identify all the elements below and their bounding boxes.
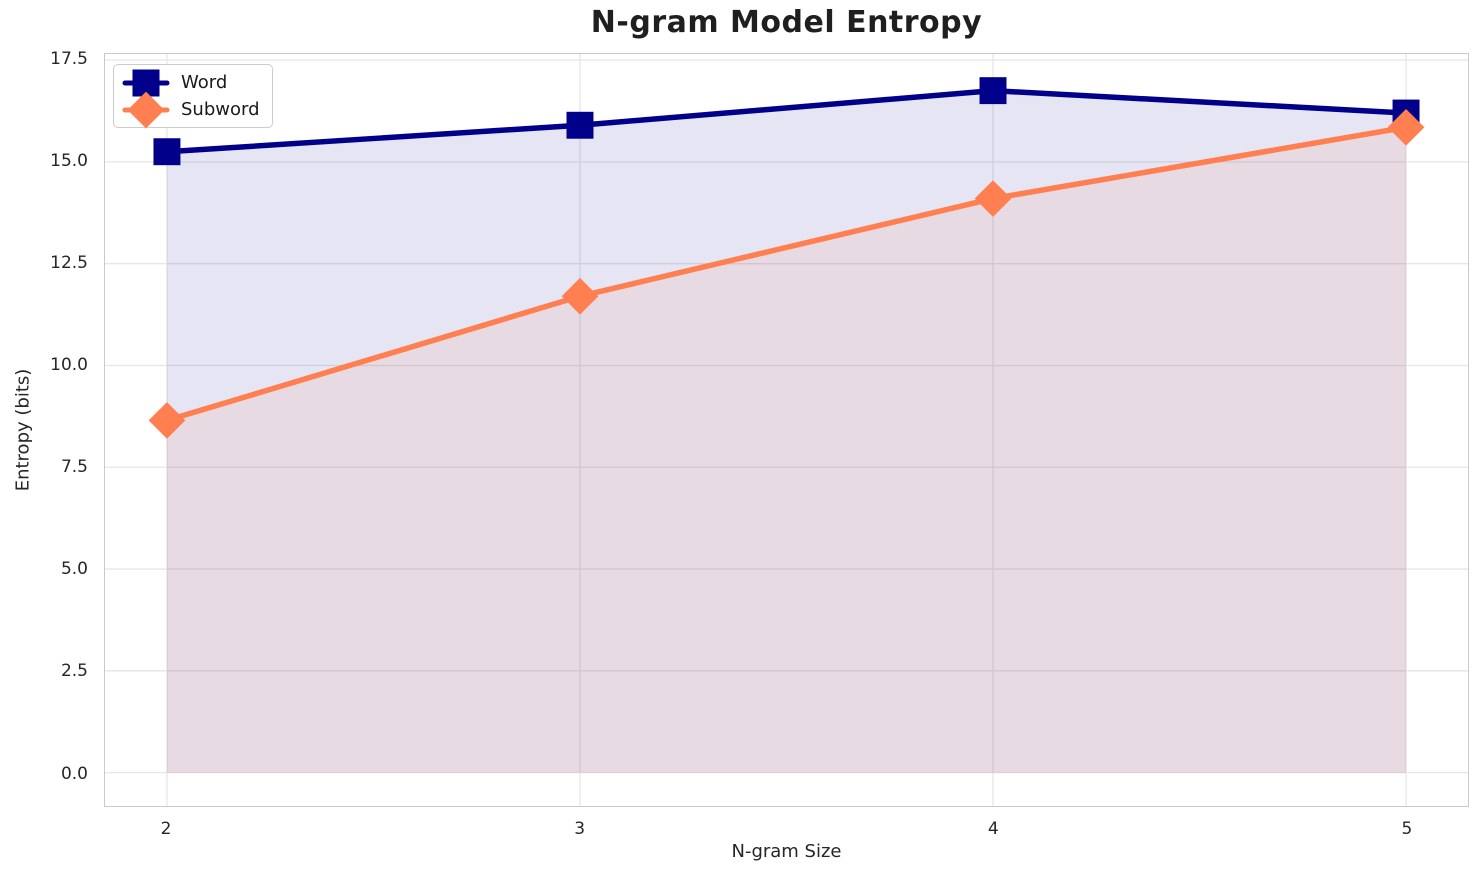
legend-item-word: Word [122, 69, 260, 96]
y-axis-tick-labels: 0.0 2.5 5.0 7.5 10.0 12.5 15.0 17.5 [0, 49, 96, 807]
y-axis-tick-label: 5.0 [60, 559, 88, 580]
x-axis-tick-label: 5 [1401, 819, 1413, 839]
plot-svg [105, 54, 1468, 806]
y-axis-tick-label: 17.5 [50, 49, 88, 70]
x-axis-tick-label: 3 [574, 819, 586, 839]
y-axis-tick-label: 0.0 [60, 763, 88, 784]
plot-area: Word Subword [104, 53, 1469, 807]
chart-title: N-gram Model Entropy [590, 5, 983, 40]
subword-line-diamond-marker-icon [122, 91, 170, 128]
y-axis-tick-label: 2.5 [60, 661, 88, 682]
legend-label-word: Word [181, 71, 228, 93]
legend: Word Subword [113, 64, 273, 128]
legend-item-subword: Subword [122, 91, 260, 128]
y-axis-tick-label: 15.0 [50, 151, 88, 172]
y-axis-tick-label: 7.5 [60, 457, 88, 478]
x-axis-tick-label: 4 [987, 819, 999, 839]
y-axis-title: Entropy (bits) [12, 368, 34, 492]
x-axis-title: N-gram Size [731, 841, 842, 862]
y-axis-tick-label: 12.5 [50, 253, 88, 274]
legend-label-subword: Subword [181, 98, 260, 120]
x-axis-tick-label: 2 [160, 819, 172, 839]
x-axis-tick-labels: 2 3 4 5 [104, 807, 1469, 847]
y-axis-tick-label: 10.0 [50, 355, 88, 376]
